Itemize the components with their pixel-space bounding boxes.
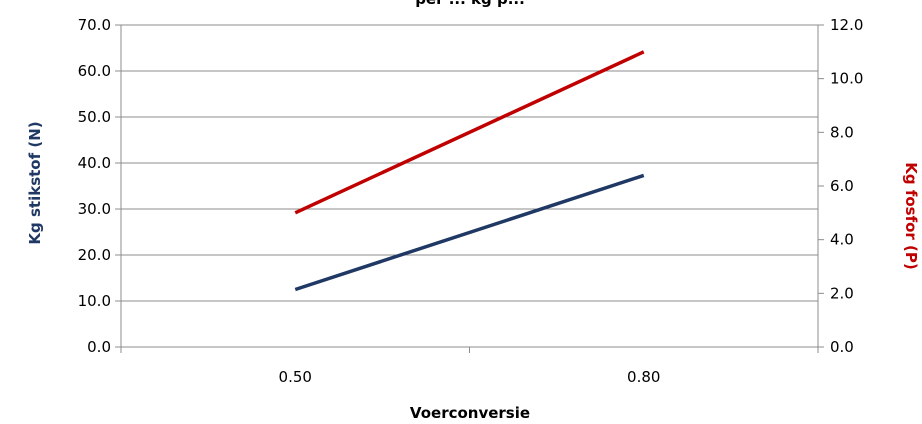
chart-title: per ... kg p... [415,0,525,8]
left-tick-label: 60.0 [78,62,111,80]
right-tick-label: 12.0 [830,16,863,34]
gridlines [121,24,818,348]
series-line-stikstof [294,173,645,292]
x-axis-ticks: 0.50 0.80 [120,347,819,386]
left-tick-label: 40.0 [78,154,111,172]
right-tick-label: 10.0 [830,70,863,88]
y-axis-left-label: Kg stikstof (N) [26,121,44,244]
right-axis-ticks: 0.0 2.0 4.0 6.0 8.0 10.0 12.0 [818,16,863,356]
left-tick-label: 20.0 [78,246,111,264]
left-tick-label: 0.0 [87,338,111,356]
right-tick-label: 0.0 [830,338,854,356]
left-tick-label: 50.0 [78,108,111,126]
left-tick-label: 10.0 [78,292,111,310]
right-tick-label: 2.0 [830,284,854,302]
right-tick-label: 8.0 [830,123,854,141]
right-tick-label: 6.0 [830,177,854,195]
left-axis-ticks: 0.0 10.0 20.0 30.0 40.0 50.0 60.0 70.0 [78,16,121,356]
right-tick-label: 4.0 [830,231,854,249]
x-tick-label: 0.50 [279,368,312,386]
y-axis-right-label: Kg fosfor (P) [902,162,920,270]
left-tick-label: 70.0 [78,16,111,34]
left-tick-label: 30.0 [78,200,111,218]
x-tick-label: 0.80 [627,368,660,386]
series-line-fosfor [294,50,645,215]
axes [120,25,819,348]
series-lines [294,50,645,292]
x-axis-label: Voerconversie [410,404,530,422]
